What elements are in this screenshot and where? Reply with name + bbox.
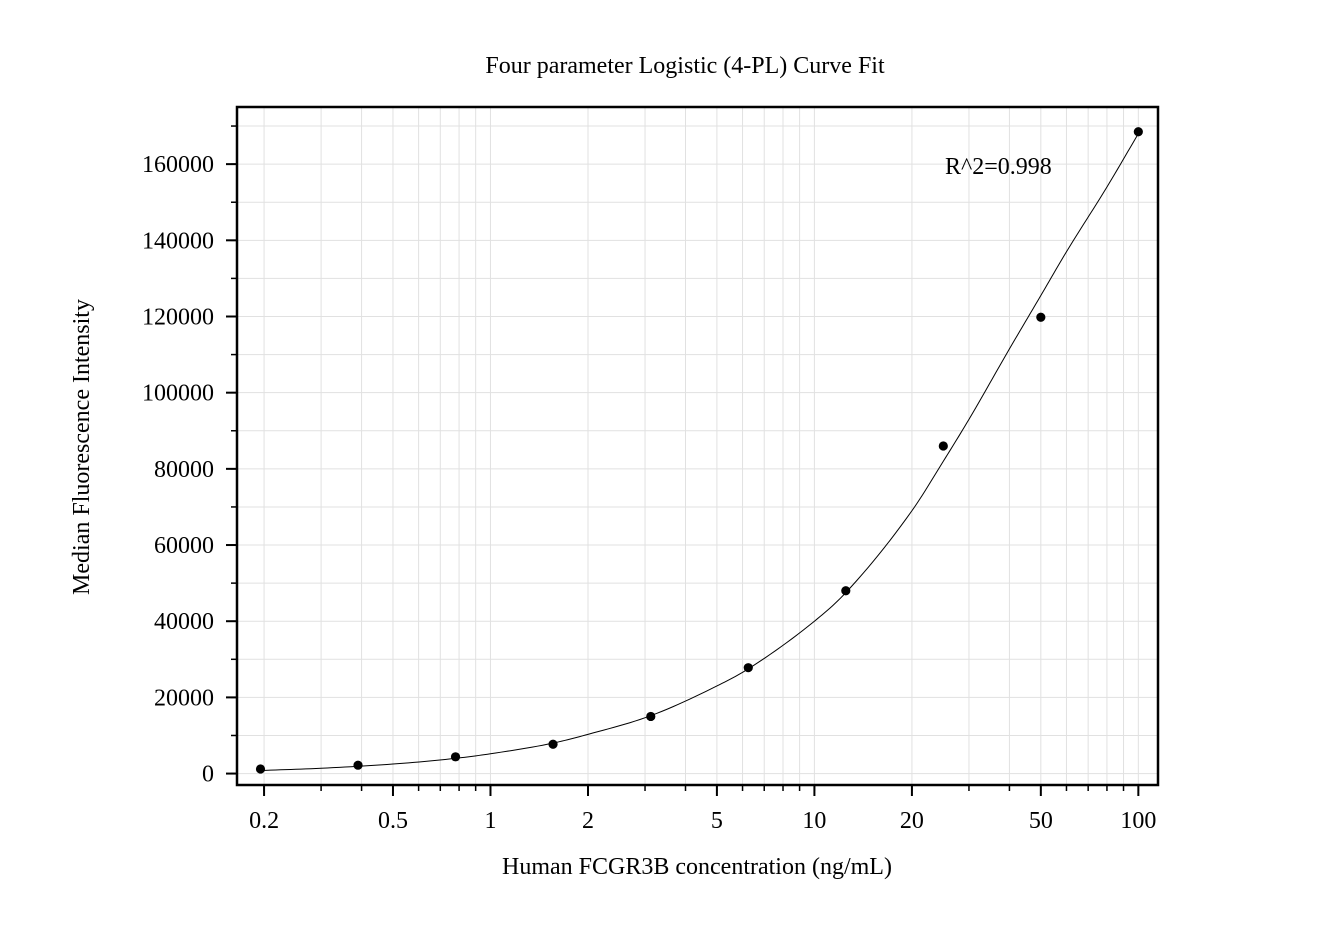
x-axis-label: Human FCGR3B concentration (ng/mL) [502,854,892,880]
x-tick-label: 1 [484,808,496,834]
data-point [255,764,266,774]
y-tick-label: 20000 [154,685,214,711]
chart-title: Four parameter Logistic (4-PL) Curve Fit [485,53,885,79]
y-tick-label: 0 [202,762,214,788]
y-tick-label: 140000 [142,228,214,254]
data-point [841,586,851,596]
x-tick-label: 10 [802,808,826,834]
y-tick-label: 120000 [142,304,214,330]
data-point [353,760,363,770]
x-tick-label: 0.5 [378,808,408,834]
x-tick-label: 100 [1120,808,1156,834]
x-tick-label: 0.2 [249,808,279,834]
data-point [646,711,656,722]
plot-frame [235,105,1160,787]
y-tick-label: 160000 [142,152,214,178]
data-point [1036,312,1046,322]
y-tick-label: 80000 [154,457,214,483]
y-tick-label: 100000 [142,381,214,407]
data-point [938,441,948,451]
fit-curve [260,133,1139,772]
data-point [1133,127,1143,137]
x-tick-label: 50 [1029,808,1053,834]
data-point [450,752,461,762]
x-tick-label: 5 [711,808,723,834]
y-tick-label: 40000 [154,609,214,635]
data-point [548,739,558,749]
r-squared-annotation: R^2=0.998 [945,154,1052,180]
x-tick-label: 2 [582,808,594,834]
data-points [255,127,1143,774]
y-axis-label: Median Fluorescence Intensity [69,299,95,595]
y-tick-label: 60000 [154,533,214,559]
y-axis: 0 20000 40000 60000 80000 100000 120000 140000 1… [142,125,237,788]
x-axis: 0.2 0.5 1 2 5 10 20 50 100 [249,785,1156,834]
data-point [743,663,753,673]
grid-lines [237,107,1158,785]
x-tick-label: 20 [900,808,924,834]
